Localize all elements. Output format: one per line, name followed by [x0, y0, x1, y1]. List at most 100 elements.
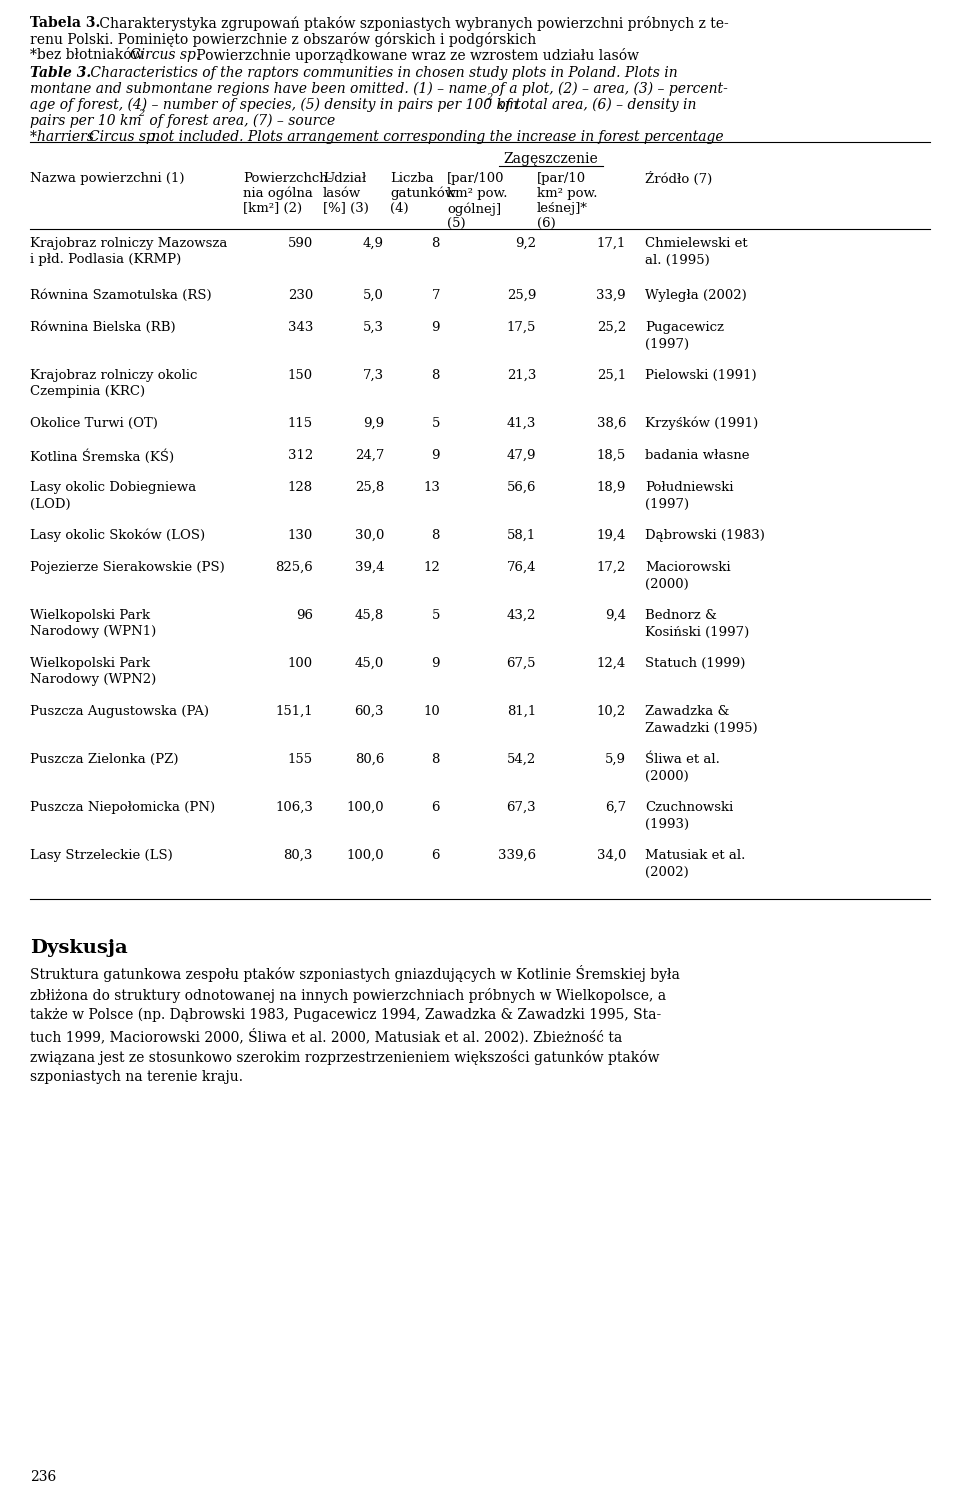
- Text: Statuch (1999): Statuch (1999): [645, 657, 745, 671]
- Text: (5): (5): [447, 217, 466, 231]
- Text: 18,9: 18,9: [596, 481, 626, 494]
- Text: Wielkopolski Park
Narodowy (WPN1): Wielkopolski Park Narodowy (WPN1): [30, 609, 156, 639]
- Text: 54,2: 54,2: [507, 753, 536, 766]
- Text: Characteristics of the raptors communities in chosen study plots in Poland. Plot: Characteristics of the raptors communiti…: [86, 66, 678, 79]
- Text: 25,2: 25,2: [597, 320, 626, 334]
- Text: 128: 128: [288, 481, 313, 494]
- Text: 13: 13: [423, 481, 440, 494]
- Text: 9: 9: [431, 657, 440, 671]
- Text: Maciorowski
(2000): Maciorowski (2000): [645, 561, 731, 590]
- Text: Krajobraz rolniczy okolic
Czempinia (KRC): Krajobraz rolniczy okolic Czempinia (KRC…: [30, 368, 198, 398]
- Text: 151,1: 151,1: [276, 705, 313, 719]
- Text: 6: 6: [431, 801, 440, 814]
- Text: Źródło (7): Źródło (7): [645, 172, 712, 186]
- Text: 10: 10: [423, 705, 440, 719]
- Text: Wyległa (2002): Wyległa (2002): [645, 289, 747, 302]
- Text: 155: 155: [288, 753, 313, 766]
- Text: Tabela 3.: Tabela 3.: [30, 16, 101, 30]
- Text: 7: 7: [431, 289, 440, 302]
- Text: Lasy Strzeleckie (LS): Lasy Strzeleckie (LS): [30, 849, 173, 862]
- Text: 25,9: 25,9: [507, 289, 536, 302]
- Text: 17,5: 17,5: [507, 320, 536, 334]
- Text: Dąbrowski (1983): Dąbrowski (1983): [645, 528, 765, 542]
- Text: Pojezierze Sierakowskie (PS): Pojezierze Sierakowskie (PS): [30, 561, 225, 573]
- Text: Puszcza Augustowska (PA): Puszcza Augustowska (PA): [30, 705, 209, 719]
- Text: leśnej]*: leśnej]*: [537, 202, 588, 216]
- Text: 9: 9: [431, 320, 440, 334]
- Text: nia ogólna: nia ogólna: [243, 187, 313, 201]
- Text: 12: 12: [423, 561, 440, 573]
- Text: 4,9: 4,9: [363, 237, 384, 250]
- Text: Czuchnowski
(1993): Czuchnowski (1993): [645, 801, 733, 831]
- Text: km² pow.: km² pow.: [447, 187, 508, 201]
- Text: 38,6: 38,6: [596, 418, 626, 430]
- Text: age of forest, (4) – number of species, (5) density in pairs per 100 km: age of forest, (4) – number of species, …: [30, 97, 518, 112]
- Text: Puszcza Zielonka (PZ): Puszcza Zielonka (PZ): [30, 753, 179, 766]
- Text: 10,2: 10,2: [597, 705, 626, 719]
- Text: Lasy okolic Skoków (LOS): Lasy okolic Skoków (LOS): [30, 528, 205, 542]
- Text: 150: 150: [288, 368, 313, 382]
- Text: [km²] (2): [km²] (2): [243, 202, 302, 216]
- Text: Śliwa et al.
(2000): Śliwa et al. (2000): [645, 753, 720, 783]
- Text: 590: 590: [288, 237, 313, 250]
- Text: badania własne: badania własne: [645, 449, 750, 463]
- Text: 5: 5: [432, 418, 440, 430]
- Text: Liczba: Liczba: [390, 172, 434, 186]
- Text: 6: 6: [431, 849, 440, 862]
- Text: *harriers: *harriers: [30, 130, 98, 144]
- Text: 96: 96: [296, 609, 313, 621]
- Text: 5,3: 5,3: [363, 320, 384, 334]
- Text: 9,2: 9,2: [515, 237, 536, 250]
- Text: Krajobraz rolniczy Mazowsza
i płd. Podlasia (KRMP): Krajobraz rolniczy Mazowsza i płd. Podla…: [30, 237, 228, 266]
- Text: not included. Plots arrangement corresponding the increase in forest percentage: not included. Plots arrangement correspo…: [147, 130, 724, 144]
- Text: [par/100: [par/100: [447, 172, 505, 186]
- Text: 17,1: 17,1: [596, 237, 626, 250]
- Text: 2: 2: [138, 109, 144, 118]
- Text: 21,3: 21,3: [507, 368, 536, 382]
- Text: 67,3: 67,3: [506, 801, 536, 814]
- Text: 130: 130: [288, 528, 313, 542]
- Text: 12,4: 12,4: [597, 657, 626, 671]
- Text: 19,4: 19,4: [596, 528, 626, 542]
- Text: Wielkopolski Park
Narodowy (WPN2): Wielkopolski Park Narodowy (WPN2): [30, 657, 156, 687]
- Text: 67,5: 67,5: [507, 657, 536, 671]
- Text: 8: 8: [432, 753, 440, 766]
- Text: 312: 312: [288, 449, 313, 463]
- Text: 58,1: 58,1: [507, 528, 536, 542]
- Text: 80,6: 80,6: [354, 753, 384, 766]
- Text: Bednorz &
Kosiński (1997): Bednorz & Kosiński (1997): [645, 609, 749, 639]
- Text: 343: 343: [288, 320, 313, 334]
- Text: 9,9: 9,9: [363, 418, 384, 430]
- Text: 47,9: 47,9: [507, 449, 536, 463]
- Text: 25,8: 25,8: [355, 481, 384, 494]
- Text: Udział: Udział: [323, 172, 367, 186]
- Text: 8: 8: [432, 528, 440, 542]
- Text: 230: 230: [288, 289, 313, 302]
- Text: 2: 2: [486, 93, 492, 102]
- Text: 24,7: 24,7: [354, 449, 384, 463]
- Text: of forest area, (7) – source: of forest area, (7) – source: [145, 114, 335, 129]
- Text: Powierzchnie uporządkowane wraz ze wzrostem udziału lasów: Powierzchnie uporządkowane wraz ze wzros…: [192, 48, 639, 63]
- Text: (4): (4): [390, 202, 409, 216]
- Text: Circus sp.: Circus sp.: [89, 130, 159, 144]
- Text: 6,7: 6,7: [605, 801, 626, 814]
- Text: pairs per 10 km: pairs per 10 km: [30, 114, 141, 129]
- Text: 43,2: 43,2: [507, 609, 536, 621]
- Text: Zawadzka &
Zawadzki (1995): Zawadzka & Zawadzki (1995): [645, 705, 757, 735]
- Text: Puszcza Niepołomicka (PN): Puszcza Niepołomicka (PN): [30, 801, 215, 814]
- Text: 45,8: 45,8: [355, 609, 384, 621]
- Text: Okolice Turwi (OT): Okolice Turwi (OT): [30, 418, 157, 430]
- Text: 100,0: 100,0: [347, 801, 384, 814]
- Text: Dyskusja: Dyskusja: [30, 939, 128, 957]
- Text: Równina Szamotulska (RS): Równina Szamotulska (RS): [30, 289, 211, 302]
- Text: gatunków: gatunków: [390, 187, 456, 201]
- Text: 9,4: 9,4: [605, 609, 626, 621]
- Text: Struktura gatunkowa zespołu ptaków szponiastych gniazdujących w Kotlinie Śremski: Struktura gatunkowa zespołu ptaków szpon…: [30, 966, 680, 1084]
- Text: Pugacewicz
(1997): Pugacewicz (1997): [645, 320, 724, 350]
- Text: Lasy okolic Dobiegniewa
(LOD): Lasy okolic Dobiegniewa (LOD): [30, 481, 196, 510]
- Text: 18,5: 18,5: [597, 449, 626, 463]
- Text: montane and submontane regions have been omitted. (1) – name of a plot, (2) – ar: montane and submontane regions have been…: [30, 82, 728, 96]
- Text: ogólnej]: ogólnej]: [447, 202, 501, 216]
- Text: *bez błotniaków: *bez błotniaków: [30, 48, 148, 61]
- Text: 34,0: 34,0: [596, 849, 626, 862]
